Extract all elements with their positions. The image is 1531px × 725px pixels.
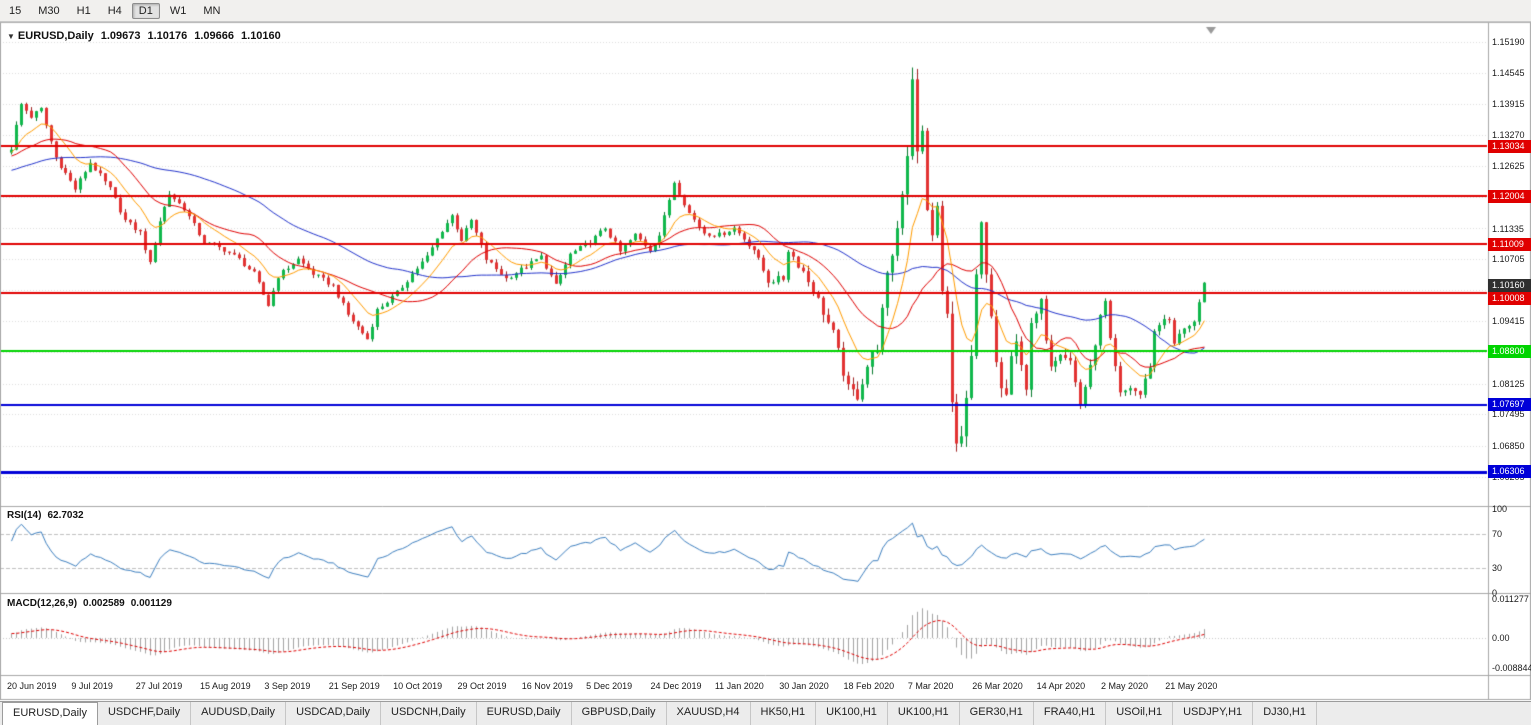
chart-tab[interactable]: USDCHF,Daily bbox=[98, 702, 192, 725]
date-axis-label: 26 Mar 2020 bbox=[972, 681, 1023, 691]
date-axis-label: 24 Dec 2019 bbox=[650, 681, 702, 691]
rsi-indicator-label: RSI(14) 62.7032 bbox=[7, 510, 90, 521]
price-axis-label: 1.08125 bbox=[1492, 378, 1525, 389]
chart-tab[interactable]: FRA40,H1 bbox=[1034, 702, 1107, 725]
chart-tab[interactable]: XAUUSD,H4 bbox=[667, 702, 751, 725]
timeframe-button-D1[interactable]: D1 bbox=[131, 2, 160, 19]
timeframe-toolbar: 15 M30 H1 H4 D1 W1 MN bbox=[0, 0, 1531, 22]
rsi-axis-label: 0 bbox=[1492, 588, 1498, 598]
hline-price-tag: 1.06306 bbox=[1488, 465, 1531, 479]
chart-tab[interactable]: EURUSD,Daily bbox=[477, 702, 572, 725]
rsi-axis-label: 70 bbox=[1492, 529, 1503, 540]
date-axis-label: 10 Oct 2019 bbox=[393, 681, 443, 691]
date-axis-label: 7 Mar 2020 bbox=[907, 681, 954, 691]
date-axis-label: 9 Jul 2019 bbox=[71, 681, 113, 691]
current-price-tag: 1.10160 bbox=[1488, 278, 1531, 292]
rsi-axis-label: 100 bbox=[1492, 504, 1508, 514]
timeframe-button-15[interactable]: 15 bbox=[9, 4, 22, 17]
hline-price-tag: 1.10008 bbox=[1488, 291, 1531, 305]
chart-tab[interactable]: UK100,H1 bbox=[888, 702, 960, 725]
macd-axis-label: -0.008844 bbox=[1492, 663, 1531, 674]
timeframe-button-M30[interactable]: M30 bbox=[38, 4, 60, 17]
price-axis-label: 1.15190 bbox=[1492, 36, 1525, 47]
ohlc-high: 1.10176 bbox=[147, 30, 188, 42]
price-axis-label: 1.11335 bbox=[1492, 223, 1524, 234]
chart-dropdown-icon: ▼ bbox=[7, 32, 15, 41]
hline-price-tag: 1.11009 bbox=[1488, 237, 1531, 251]
date-axis-label: 21 May 2020 bbox=[1165, 681, 1218, 691]
chart-tab[interactable]: USDJPY,H1 bbox=[1173, 702, 1254, 725]
price-axis-label: 1.10705 bbox=[1492, 253, 1525, 264]
timeframe-button-H4[interactable]: H4 bbox=[107, 4, 122, 17]
date-axis-label: 27 Jul 2019 bbox=[135, 681, 183, 691]
hline-price-tag: 1.12004 bbox=[1488, 189, 1531, 203]
date-axis-label: 16 Nov 2019 bbox=[521, 681, 573, 691]
macd-indicator-label: MACD(12,26,9) 0.002589 0.001129 bbox=[7, 598, 178, 609]
price-axis-label: 1.14545 bbox=[1492, 68, 1525, 79]
rsi-axis-label: 30 bbox=[1492, 562, 1503, 573]
timeframe-button-W1[interactable]: W1 bbox=[169, 4, 187, 17]
price-axis-label: 1.09415 bbox=[1492, 316, 1525, 327]
date-axis-label: 29 Oct 2019 bbox=[457, 681, 507, 691]
hline-price-tag: 1.13034 bbox=[1488, 139, 1531, 153]
date-axis-label: 21 Sep 2019 bbox=[328, 681, 380, 691]
timeframe-button-MN[interactable]: MN bbox=[203, 4, 221, 17]
chart-tab[interactable]: USOil,H1 bbox=[1106, 702, 1174, 725]
date-axis-label: 5 Dec 2019 bbox=[586, 681, 633, 691]
price-axis-label: 1.06850 bbox=[1492, 440, 1525, 451]
price-axis-label: 1.07495 bbox=[1492, 409, 1525, 420]
rsi-value: 62.7032 bbox=[47, 510, 84, 521]
ohlc-low: 1.09666 bbox=[194, 30, 235, 42]
macd-name: MACD(12,26,9) bbox=[7, 598, 78, 609]
date-axis-label: 20 Jun 2019 bbox=[7, 681, 57, 691]
chart-symbol-period: EURUSD,Daily bbox=[17, 30, 94, 42]
chart-title: ▼ EURUSD,Daily 1.09673 1.10176 1.09666 1.1016… bbox=[7, 30, 288, 42]
chart-tab[interactable]: GER30,H1 bbox=[960, 702, 1034, 725]
date-axis-label: 18 Feb 2020 bbox=[843, 681, 895, 691]
ohlc-close: 1.10160 bbox=[241, 30, 281, 42]
date-axis-label: 3 Sep 2019 bbox=[264, 681, 311, 691]
hline-price-tag: 1.07697 bbox=[1488, 398, 1531, 412]
chart-tab[interactable]: AUDUSD,Daily bbox=[191, 702, 287, 725]
price-axis-label: 1.13270 bbox=[1492, 129, 1525, 140]
chart-tab[interactable]: EURUSD,Daily bbox=[2, 702, 98, 725]
chart-tabbar: EURUSD,Daily USDCHF,Daily AUDUSD,Daily USDC… bbox=[0, 701, 1531, 725]
timeframe-button-H1[interactable]: H1 bbox=[76, 4, 91, 17]
ohlc-open: 1.09673 bbox=[100, 30, 141, 42]
chart-tab[interactable]: DJ30,H1 bbox=[1253, 702, 1317, 725]
macd-signal-value: 0.001129 bbox=[130, 598, 172, 609]
price-axis-label: 1.13915 bbox=[1492, 98, 1525, 109]
chart-tab[interactable]: USDCNH,Daily bbox=[381, 702, 477, 725]
hline-price-tag: 1.08800 bbox=[1488, 344, 1531, 358]
macd-axis-label: 0.011277 bbox=[1492, 594, 1529, 605]
chart-tab[interactable]: GBPUSD,Daily bbox=[572, 702, 667, 725]
date-axis-label: 15 Aug 2019 bbox=[200, 681, 251, 691]
chart-tab[interactable]: HK50,H1 bbox=[751, 702, 817, 725]
date-axis-label: 30 Jan 2020 bbox=[779, 681, 829, 691]
rsi-name: RSI(14) bbox=[7, 510, 42, 521]
macd-value: 0.002589 bbox=[83, 598, 125, 609]
chart-tab[interactable]: USDCAD,Daily bbox=[286, 702, 382, 725]
chart-tab[interactable]: UK100,H1 bbox=[816, 702, 888, 725]
date-axis-label: 11 Jan 2020 bbox=[714, 681, 764, 691]
macd-axis-label: 0.00 bbox=[1492, 632, 1510, 643]
price-axis-label: 1.12625 bbox=[1492, 161, 1525, 172]
date-axis-label: 2 May 2020 bbox=[1100, 681, 1148, 691]
date-axis-label: 14 Apr 2020 bbox=[1036, 681, 1086, 691]
